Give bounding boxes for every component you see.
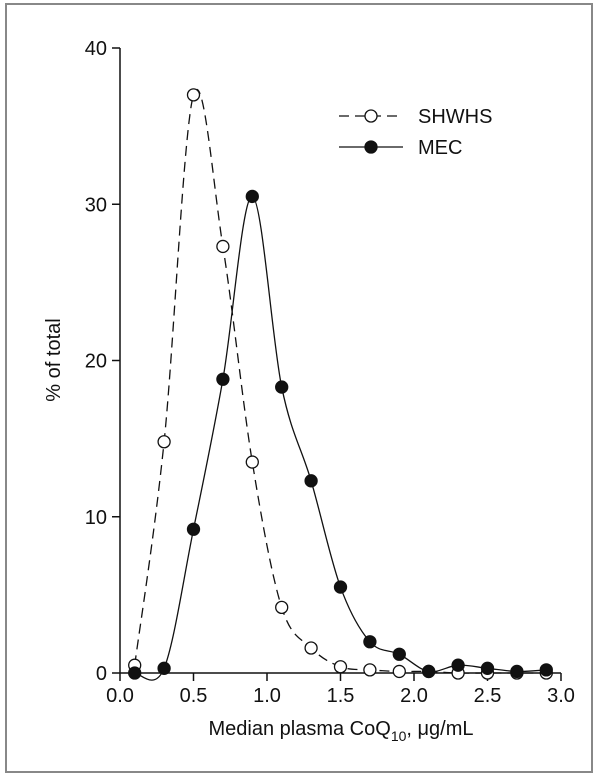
point-mec-11 bbox=[451, 658, 465, 672]
point-mec-3 bbox=[216, 372, 230, 386]
x-tick-label-4: 2.0 bbox=[400, 685, 428, 707]
series-layer bbox=[128, 88, 553, 681]
point-shwhs-4 bbox=[245, 455, 259, 469]
figure-frame bbox=[5, 3, 593, 773]
legend-label-mec: MEC bbox=[418, 137, 462, 159]
axes: 0 10 20 30 40 0.0 0.5 1.0 1.5 2.0 2.5 3.0 bbox=[85, 38, 575, 707]
point-shwhs-9 bbox=[392, 664, 406, 679]
x-tick-label-6: 3.0 bbox=[547, 685, 575, 707]
series-line-mec bbox=[134, 195, 547, 681]
point-mec-14 bbox=[539, 663, 553, 677]
point-shwhs-2 bbox=[186, 88, 201, 102]
y-tick-label-3: 30 bbox=[85, 194, 107, 216]
point-mec-12 bbox=[480, 661, 495, 675]
point-shwhs-6 bbox=[304, 641, 318, 655]
point-mec-4 bbox=[245, 189, 259, 204]
point-mec-6 bbox=[304, 474, 318, 488]
point-shwhs-3 bbox=[216, 239, 230, 254]
point-mec-2 bbox=[186, 522, 201, 536]
point-mec-7 bbox=[333, 580, 348, 594]
point-shwhs-8 bbox=[363, 663, 377, 677]
x-tick-label-3: 1.5 bbox=[327, 685, 355, 707]
legend-label-shwhs: SHWHS bbox=[418, 106, 492, 128]
x-tick-label-5: 2.5 bbox=[474, 685, 502, 707]
point-mec-0 bbox=[128, 666, 142, 680]
point-shwhs-5 bbox=[275, 600, 289, 615]
x-axis-label-main: Median plasma CoQ bbox=[209, 718, 391, 740]
legend-marker-mec bbox=[364, 140, 378, 154]
x-axis-label-subscript: 10 bbox=[391, 728, 407, 744]
x-tick-label-0: 0.0 bbox=[106, 685, 134, 707]
y-axis-label: % of total bbox=[43, 318, 65, 401]
x-axis-label: Median plasma CoQ10, μg/mL bbox=[209, 718, 474, 744]
point-mec-5 bbox=[275, 380, 289, 394]
y-tick-label-0: 0 bbox=[96, 663, 107, 685]
point-shwhs-7 bbox=[333, 660, 348, 674]
x-axis-label-units: , μg/mL bbox=[406, 718, 473, 740]
legend: SHWHS MEC bbox=[339, 106, 492, 159]
point-mec-10 bbox=[422, 664, 436, 679]
point-mec-1 bbox=[157, 661, 171, 675]
point-shwhs-1 bbox=[157, 435, 171, 449]
x-tick-label-1: 0.5 bbox=[180, 685, 208, 707]
series-mec bbox=[128, 189, 553, 681]
legend-marker-shwhs bbox=[364, 109, 378, 123]
y-tick-label-1: 10 bbox=[85, 507, 107, 529]
point-mec-13 bbox=[510, 664, 524, 679]
y-tick-label-2: 20 bbox=[85, 351, 107, 373]
point-mec-9 bbox=[392, 647, 406, 661]
point-mec-8 bbox=[363, 635, 377, 649]
x-tick-label-2: 1.0 bbox=[253, 685, 281, 707]
y-tick-label-4: 40 bbox=[85, 38, 107, 60]
